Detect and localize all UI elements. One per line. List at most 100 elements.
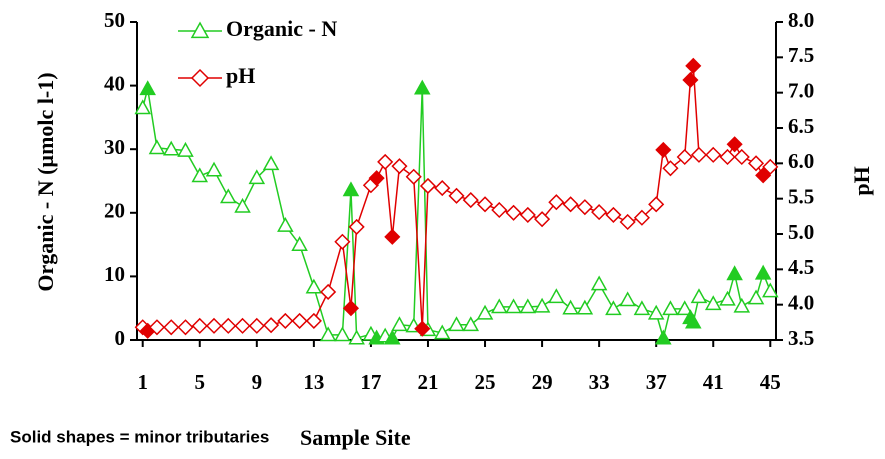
open-marker xyxy=(705,146,722,163)
y2-tick-label: 6.5 xyxy=(788,114,814,138)
x-axis-title: Sample Site xyxy=(300,425,411,450)
open-marker xyxy=(519,206,536,223)
solid-marker xyxy=(655,329,672,345)
open-marker xyxy=(690,146,708,163)
open-marker xyxy=(562,196,579,213)
solid-marker xyxy=(384,228,401,245)
y-tick-label: 40 xyxy=(104,71,125,95)
solid-marker xyxy=(655,141,672,158)
open-marker xyxy=(305,278,323,294)
open-marker xyxy=(719,290,736,306)
open-marker xyxy=(419,177,437,195)
y2-tick-label: 7.0 xyxy=(788,78,814,102)
open-marker xyxy=(391,158,408,175)
solid-marker xyxy=(413,79,431,95)
open-marker xyxy=(576,199,593,216)
annotation: Solid shapes = minor tributaries xyxy=(10,427,269,446)
open-marker xyxy=(348,218,365,235)
open-marker xyxy=(291,312,308,329)
open-marker xyxy=(277,216,294,232)
solid-marker xyxy=(368,170,385,187)
open-marker xyxy=(662,300,679,316)
open-marker xyxy=(462,316,480,332)
y2-axis-title: pH xyxy=(849,166,874,195)
open-marker xyxy=(262,155,280,171)
y2-tick-label: 6.0 xyxy=(788,149,814,173)
open-marker xyxy=(334,233,351,250)
open-marker xyxy=(747,289,765,305)
y2-tick-label: 7.5 xyxy=(788,43,814,67)
open-marker xyxy=(548,194,565,211)
x-tick-label: 9 xyxy=(252,370,263,394)
x-tick-label: 21 xyxy=(417,370,438,394)
legend-label: Organic - N xyxy=(226,16,337,41)
solid-marker xyxy=(139,80,156,96)
open-marker xyxy=(491,201,508,219)
open-marker xyxy=(163,319,180,336)
open-marker xyxy=(633,300,651,316)
open-marker xyxy=(305,312,322,329)
x-tick-label: 29 xyxy=(532,370,553,394)
legend-marker xyxy=(190,21,210,39)
open-marker xyxy=(676,300,693,316)
x-tick-label: 17 xyxy=(360,370,381,394)
open-marker xyxy=(590,275,608,291)
open-marker xyxy=(519,298,537,314)
open-marker xyxy=(576,299,594,315)
open-marker xyxy=(605,206,622,223)
open-marker xyxy=(248,169,266,185)
open-marker xyxy=(434,180,451,197)
y-tick-label: 10 xyxy=(104,262,125,286)
open-marker xyxy=(733,148,750,166)
solid-marker xyxy=(726,265,743,281)
x-tick-label: 13 xyxy=(303,370,324,394)
open-marker xyxy=(476,196,494,213)
open-marker xyxy=(619,213,636,231)
open-marker xyxy=(533,297,551,313)
x-tick-label: 41 xyxy=(703,370,724,394)
legend-label: pH xyxy=(226,63,255,88)
open-marker xyxy=(348,329,365,345)
solid-marker xyxy=(685,57,702,74)
open-marker xyxy=(191,317,208,334)
open-marker xyxy=(291,236,308,251)
y2-tick-label: 4.5 xyxy=(788,255,814,279)
y-tick-label: 0 xyxy=(115,326,126,350)
open-marker xyxy=(690,288,708,304)
open-marker xyxy=(220,188,237,204)
open-marker xyxy=(591,204,608,221)
solid-marker xyxy=(342,300,360,317)
open-marker xyxy=(747,155,765,172)
open-marker xyxy=(248,317,265,334)
open-marker xyxy=(319,326,337,342)
open-marker xyxy=(648,196,665,213)
open-marker xyxy=(162,140,180,156)
open-marker xyxy=(234,317,251,334)
y-tick-label: 50 xyxy=(104,8,125,32)
solid-marker xyxy=(684,313,702,329)
y2-tick-label: 8.0 xyxy=(788,8,814,32)
open-marker xyxy=(191,167,209,183)
open-marker xyxy=(676,148,693,166)
solid-marker xyxy=(384,329,401,345)
y-axis-title: Organic - N (µmolc l-1) xyxy=(33,72,58,291)
open-marker xyxy=(704,295,722,311)
open-marker xyxy=(205,161,223,177)
open-marker xyxy=(762,158,779,175)
y-tick-label: 30 xyxy=(104,135,125,159)
open-marker xyxy=(719,148,736,166)
open-marker xyxy=(462,192,479,209)
open-marker xyxy=(205,317,223,334)
open-marker xyxy=(562,299,579,315)
x-tick-label: 1 xyxy=(137,370,148,394)
solid-marker xyxy=(726,136,743,153)
open-marker xyxy=(177,319,194,336)
open-marker xyxy=(234,197,251,213)
open-marker xyxy=(548,288,565,304)
open-marker xyxy=(263,317,280,334)
open-marker xyxy=(433,324,451,340)
y2-tick-label: 5.0 xyxy=(788,220,814,244)
open-marker xyxy=(334,326,351,342)
y-tick-label: 20 xyxy=(104,199,125,223)
open-marker xyxy=(405,168,422,185)
